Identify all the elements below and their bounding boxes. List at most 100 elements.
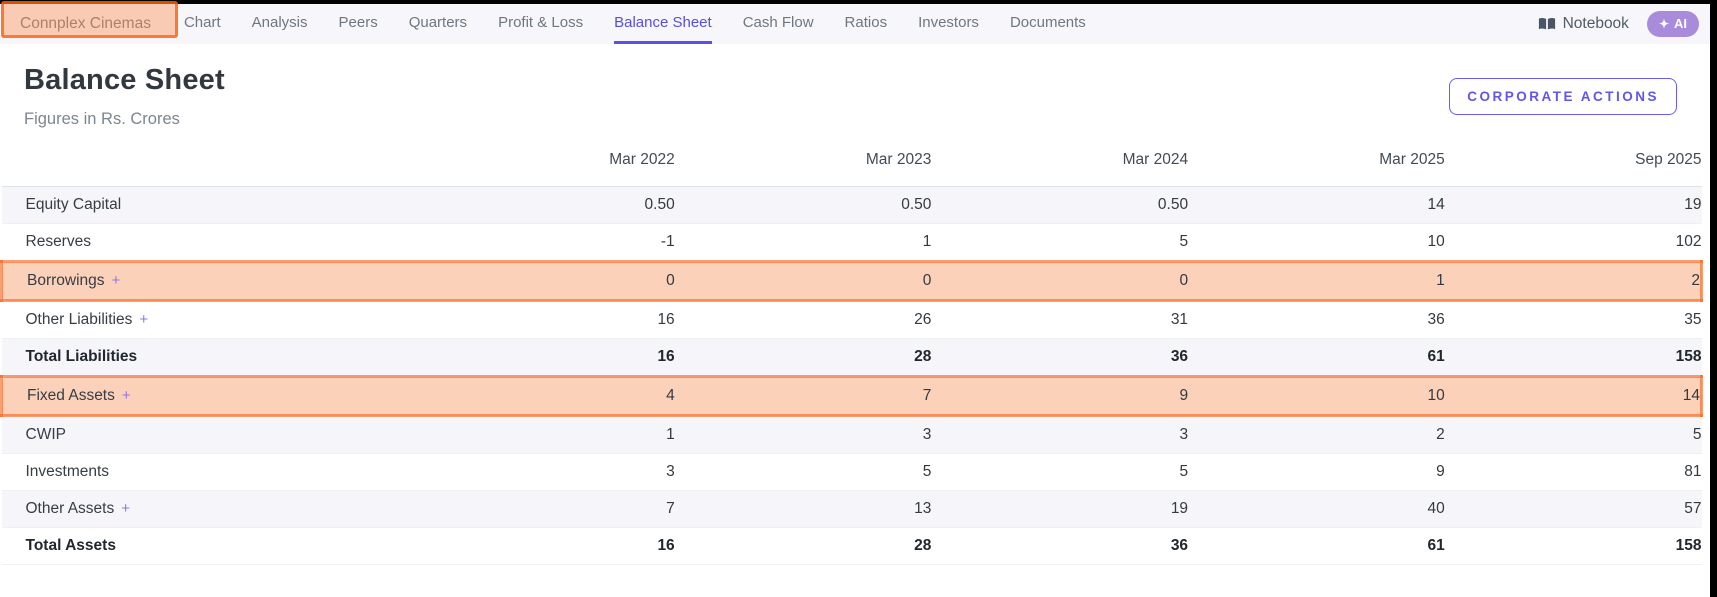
row-label[interactable]: Fixed Assets + — [0, 375, 418, 417]
empty-header-cell — [1, 135, 418, 187]
tab-analysis[interactable]: Analysis — [251, 13, 308, 31]
row-value: 0.50 — [931, 186, 1189, 224]
row-value: 158 — [1444, 527, 1702, 565]
row-value: 57 — [1444, 490, 1702, 528]
row-value: 3 — [931, 415, 1189, 454]
row-value: 35 — [1444, 300, 1702, 339]
nav-right-actions: Notebook ✦ AI — [1538, 0, 1699, 44]
tab-balance-sheet[interactable]: Balance Sheet — [614, 0, 712, 44]
row-value: 0 — [418, 260, 675, 302]
row-label: CWIP — [1, 415, 418, 454]
row-value: 10 — [1188, 223, 1445, 262]
row-value: 28 — [674, 338, 932, 377]
row-label: Total Liabilities — [1, 338, 418, 377]
row-value: 4 — [418, 375, 675, 417]
row-value: 1 — [1188, 260, 1445, 302]
row-label-text: Total Liabilities — [25, 348, 138, 365]
notebook-button[interactable]: Notebook — [1538, 15, 1629, 33]
row-value: 26 — [674, 300, 932, 339]
tab-quarters[interactable]: Quarters — [408, 13, 468, 31]
book-icon — [1538, 17, 1556, 31]
row-value: 9 — [1188, 453, 1445, 491]
row-value: 81 — [1444, 453, 1702, 491]
column-header-mar-2022: Mar 2022 — [418, 135, 675, 187]
row-value: 19 — [1444, 186, 1702, 224]
balance-table-body: Equity Capital 0.50 0.50 0.50 14 19 Reserves… — [0, 186, 1703, 565]
row-value: 7 — [418, 490, 675, 528]
row-value: 36 — [931, 527, 1189, 565]
row-value: 13 — [674, 490, 932, 528]
row-label-text: Fixed Assets — [27, 387, 115, 404]
row-value: 5 — [931, 223, 1189, 262]
screen-edge-top — [0, 0, 1717, 4]
row-value: 16 — [418, 527, 675, 565]
row-label[interactable]: Other Assets + — [1, 490, 418, 528]
expand-plus-icon[interactable]: + — [111, 272, 121, 289]
column-header-mar-2023: Mar 2023 — [674, 135, 932, 187]
row-value: 2 — [1188, 415, 1445, 454]
tab-investors[interactable]: Investors — [918, 13, 979, 31]
row-value: -1 — [418, 223, 675, 262]
ai-label: AI — [1674, 16, 1687, 31]
row-value: 158 — [1444, 338, 1702, 377]
row-label: Total Assets — [1, 527, 418, 565]
table-header-row: Mar 2022 Mar 2023 Mar 2024 Mar 2025 Sep 2025 — [1, 135, 1702, 187]
row-label-text: Total Assets — [25, 537, 116, 554]
row-value: 0 — [674, 260, 932, 302]
row-value: 36 — [1188, 300, 1445, 339]
table-row-total-liabilities: Total Liabilities 16 28 36 61 158 — [1, 338, 1702, 377]
nav-tabs: Chart Analysis Peers Quarters Profit & Loss B… — [184, 0, 1086, 44]
row-value: 102 — [1444, 223, 1702, 262]
row-value: 3 — [418, 453, 675, 491]
row-value: 1 — [674, 223, 932, 262]
row-label[interactable]: Other Liabilities + — [1, 300, 418, 339]
expand-plus-icon[interactable]: + — [121, 387, 131, 404]
sparkle-icon: ✦ — [1658, 16, 1669, 31]
row-value: 0 — [931, 260, 1189, 302]
column-header-mar-2024: Mar 2024 — [931, 135, 1189, 187]
row-value: 16 — [418, 300, 675, 339]
tab-profit-loss[interactable]: Profit & Loss — [498, 13, 584, 31]
column-header-mar-2025: Mar 2025 — [1188, 135, 1445, 187]
row-value: 3 — [674, 415, 932, 454]
table-row-other-assets: Other Assets + 7 13 19 40 57 — [1, 490, 1702, 528]
row-value: 28 — [674, 527, 932, 565]
row-label[interactable]: Borrowings + — [0, 260, 418, 302]
row-value: 10 — [1188, 375, 1445, 417]
row-label-text: Reserves — [25, 233, 91, 250]
row-value: 61 — [1188, 527, 1445, 565]
corporate-actions-button[interactable]: CORPORATE ACTIONS — [1449, 78, 1677, 115]
expand-plus-icon[interactable]: + — [121, 500, 130, 517]
row-value: 61 — [1188, 338, 1445, 377]
row-value: 2 — [1444, 260, 1703, 302]
nav-company-name[interactable]: Connplex Cinemas — [20, 14, 151, 32]
ai-button[interactable]: ✦ AI — [1646, 10, 1699, 37]
balance-sheet-table: Mar 2022 Mar 2023 Mar 2024 Mar 2025 Sep 2025… — [0, 135, 1703, 565]
row-label-text: Investments — [25, 463, 110, 480]
row-label-text: Other Assets — [25, 500, 115, 517]
row-value: 0.50 — [674, 186, 932, 224]
tab-documents[interactable]: Documents — [1009, 13, 1086, 31]
expand-plus-icon[interactable]: + — [139, 311, 149, 328]
row-value: 7 — [674, 375, 932, 417]
row-label-text: Other Liabilities — [25, 311, 133, 328]
tab-cash-flow[interactable]: Cash Flow — [742, 13, 814, 31]
page-header: Balance Sheet Figures in Rs. Crores CORP… — [0, 44, 1717, 129]
column-header-sep-2025: Sep 2025 — [1444, 135, 1702, 187]
page-subtitle: Figures in Rs. Crores — [24, 110, 180, 128]
tab-ratios[interactable]: Ratios — [844, 13, 888, 31]
row-label-text: Equity Capital — [25, 196, 122, 213]
balance-sheet-table-wrap: Mar 2022 Mar 2023 Mar 2024 Mar 2025 Sep 2025… — [0, 129, 1717, 565]
row-value: 5 — [931, 453, 1189, 491]
page-title: Balance Sheet — [24, 64, 225, 96]
tab-peers[interactable]: Peers — [338, 13, 378, 31]
table-row-investments: Investments 3 5 5 9 81 — [1, 453, 1702, 491]
row-value: 5 — [1444, 415, 1702, 454]
tab-chart[interactable]: Chart — [183, 13, 221, 31]
row-label: Investments — [1, 453, 418, 491]
row-value: 16 — [418, 338, 675, 377]
row-value: 40 — [1188, 490, 1445, 528]
row-value: 14 — [1188, 186, 1445, 224]
